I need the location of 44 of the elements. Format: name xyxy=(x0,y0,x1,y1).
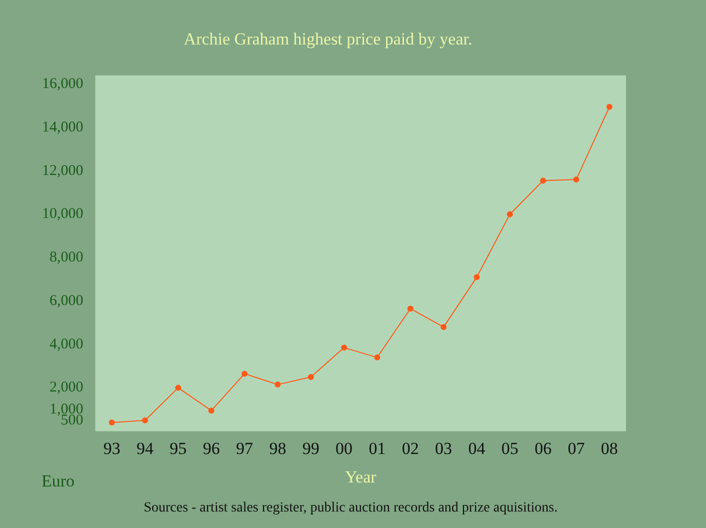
x-tick-label: 96 xyxy=(202,438,220,458)
x-tick-label: 97 xyxy=(236,438,254,458)
point xyxy=(374,354,380,360)
y-tick-label: 2,000 xyxy=(50,380,84,396)
point xyxy=(142,417,148,424)
x-tick-label: 07 xyxy=(568,438,586,458)
x-tick-label: 06 xyxy=(534,438,552,458)
point xyxy=(506,211,513,218)
x-tick-label: 04 xyxy=(468,438,486,458)
point xyxy=(242,370,248,377)
x-axis-title: Year xyxy=(344,467,377,486)
point xyxy=(341,344,348,351)
x-tick-label: 98 xyxy=(269,438,286,458)
point xyxy=(606,104,612,110)
point xyxy=(440,324,447,330)
point xyxy=(474,274,480,280)
x-tick-label: 94 xyxy=(136,438,154,458)
x-tick-label: 99 xyxy=(302,438,320,458)
point xyxy=(175,384,182,391)
x-tick-label: 05 xyxy=(501,438,518,458)
x-tick-label: 00 xyxy=(336,438,353,458)
y-tick-label: 16,000 xyxy=(42,76,84,92)
x-tick-label: 95 xyxy=(170,438,187,458)
x-tick-label: 02 xyxy=(402,438,419,458)
y-tick-label: 10,000 xyxy=(42,206,84,222)
y-tick-label: 8,000 xyxy=(50,250,84,266)
point xyxy=(274,382,281,388)
point xyxy=(407,306,414,312)
point xyxy=(208,408,214,414)
x-tick-label: 03 xyxy=(435,438,452,458)
x-tick-label: 08 xyxy=(600,438,618,458)
y-tick-label: 6,000 xyxy=(50,292,84,309)
y-tick-label: 14,000 xyxy=(42,119,84,136)
point xyxy=(108,420,115,426)
y-tick-label: 4,000 xyxy=(50,336,84,352)
point xyxy=(573,176,580,183)
y-tick-label: 12,000 xyxy=(42,162,84,179)
point xyxy=(308,374,314,380)
x-tick-label: 01 xyxy=(368,438,386,458)
point xyxy=(540,178,546,184)
source-note: Sources - artist sales register, public auction records and prize aquisitions. xyxy=(144,500,558,516)
x-tick-label: 93 xyxy=(103,438,120,458)
chart-title: Archie Graham highest price paid by year. xyxy=(184,30,472,49)
y-axis-title: Euro xyxy=(41,471,75,490)
